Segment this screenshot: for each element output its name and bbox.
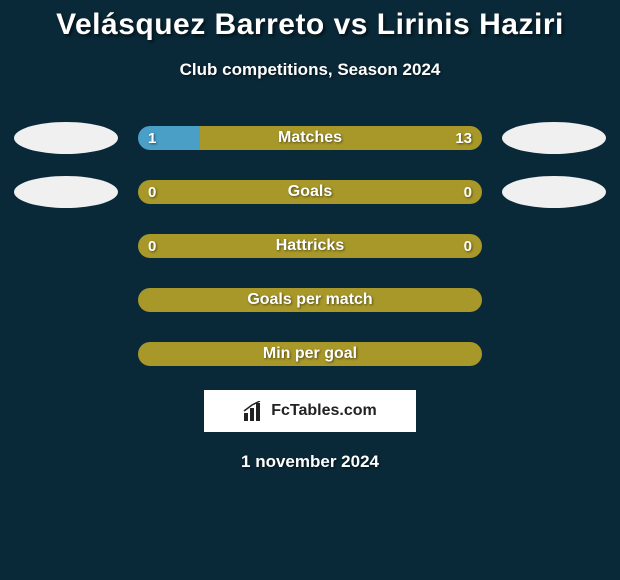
player-avatar-right — [502, 176, 606, 208]
stat-label: Min per goal — [138, 342, 482, 366]
stat-row: 00Goals — [0, 176, 620, 208]
page-title: Velásquez Barreto vs Lirinis Haziri — [56, 8, 564, 42]
stat-row: Min per goal — [0, 338, 620, 370]
watermark: FcTables.com — [204, 390, 416, 432]
player-avatar-left — [14, 122, 118, 154]
avatar-spacer — [502, 230, 606, 262]
avatar-spacer — [502, 338, 606, 370]
avatar-spacer — [502, 284, 606, 316]
stat-label: Matches — [138, 126, 482, 150]
subtitle: Club competitions, Season 2024 — [180, 60, 441, 80]
stat-bar: 113Matches — [138, 126, 482, 150]
stat-row: 113Matches — [0, 122, 620, 154]
chart-icon — [243, 401, 265, 421]
stat-bar: Goals per match — [138, 288, 482, 312]
player-avatar-right — [502, 122, 606, 154]
avatar-spacer — [14, 230, 118, 262]
stat-label: Goals per match — [138, 288, 482, 312]
avatar-spacer — [14, 284, 118, 316]
main-container: Velásquez Barreto vs Lirinis Haziri Club… — [0, 0, 620, 472]
stat-label: Hattricks — [138, 234, 482, 258]
watermark-text: FcTables.com — [271, 402, 377, 420]
stats-section: 113Matches 00Goals 00Hattricks Goals per ma… — [0, 122, 620, 370]
player-avatar-left — [14, 176, 118, 208]
date-label: 1 november 2024 — [241, 452, 379, 472]
stat-bar: 00Hattricks — [138, 234, 482, 258]
stat-row: 00Hattricks — [0, 230, 620, 262]
stat-bar: 00Goals — [138, 180, 482, 204]
avatar-spacer — [14, 338, 118, 370]
stat-bar: Min per goal — [138, 342, 482, 366]
stat-label: Goals — [138, 180, 482, 204]
stat-row: Goals per match — [0, 284, 620, 316]
